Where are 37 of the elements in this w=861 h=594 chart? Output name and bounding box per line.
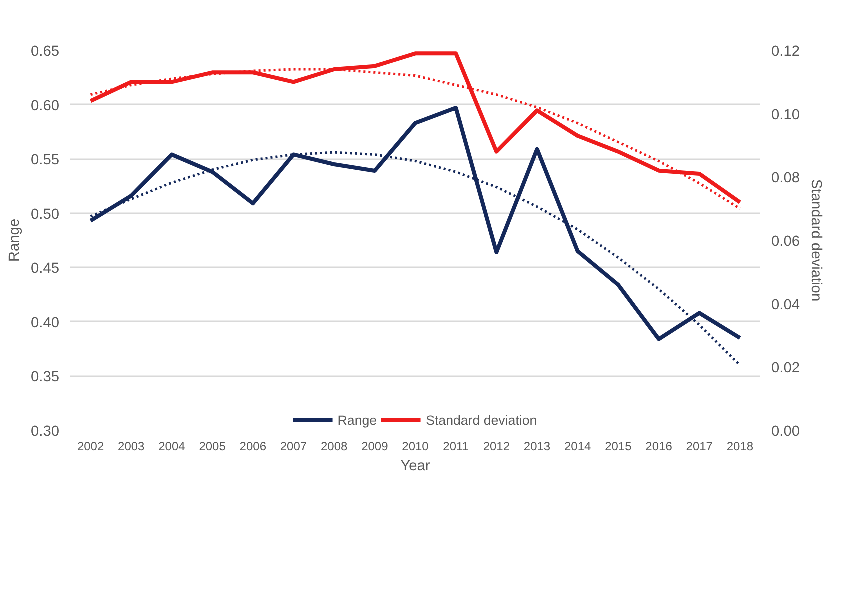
- x-tick-label: 2018: [726, 440, 754, 454]
- x-tick-label: 2013: [524, 440, 551, 454]
- x-tick-label: 2006: [240, 440, 267, 454]
- x-tick-label: 2005: [199, 440, 226, 454]
- y2-tick-label: 0.04: [772, 297, 800, 314]
- x-tick-label: 2011: [443, 440, 470, 454]
- x-tick-label: 2017: [686, 440, 714, 454]
- x-tick-label: 2012: [483, 440, 510, 454]
- x-tick-label: 2015: [605, 440, 632, 454]
- x-tick-label: 2009: [362, 440, 389, 454]
- y2-tick-label: 0.08: [772, 170, 800, 187]
- y-tick-label: 0.60: [30, 98, 60, 114]
- y-tick-label: 0.40: [30, 315, 60, 332]
- y-tick-label: 0.45: [30, 261, 60, 278]
- y2-tick-label: 0.12: [772, 44, 800, 60]
- y-tick-label: 0.30: [30, 424, 60, 440]
- y-tick-label: 0.65: [30, 44, 60, 60]
- y-axis-title: Range: [6, 218, 23, 262]
- x-tick-label: 2004: [158, 440, 186, 454]
- x-tick-label: 2002: [77, 440, 104, 454]
- legend-label: Range: [338, 412, 378, 428]
- y-tick-label: 0.35: [30, 370, 60, 386]
- legend-label: Standard deviation: [426, 412, 538, 428]
- y-tick-label: 0.55: [30, 152, 60, 169]
- y2-axis-title: Standard deviation: [808, 179, 824, 302]
- y-tick-label: 0.50: [30, 206, 60, 223]
- y2-tick-label: 0.10: [772, 107, 800, 124]
- y2-tick-label: 0.06: [772, 234, 800, 250]
- x-tick-label: 2016: [646, 440, 673, 454]
- x-tick-label: 2003: [118, 440, 146, 454]
- y2-tick-label: 0.02: [772, 360, 800, 377]
- x-tick-label: 2014: [564, 440, 592, 454]
- x-tick-label: 2010: [402, 440, 430, 454]
- x-axis-title: Year: [400, 458, 430, 474]
- x-tick-label: 2008: [320, 440, 348, 454]
- x-tick-label: 2007: [280, 440, 308, 454]
- y2-tick-label: 0.00: [772, 424, 800, 440]
